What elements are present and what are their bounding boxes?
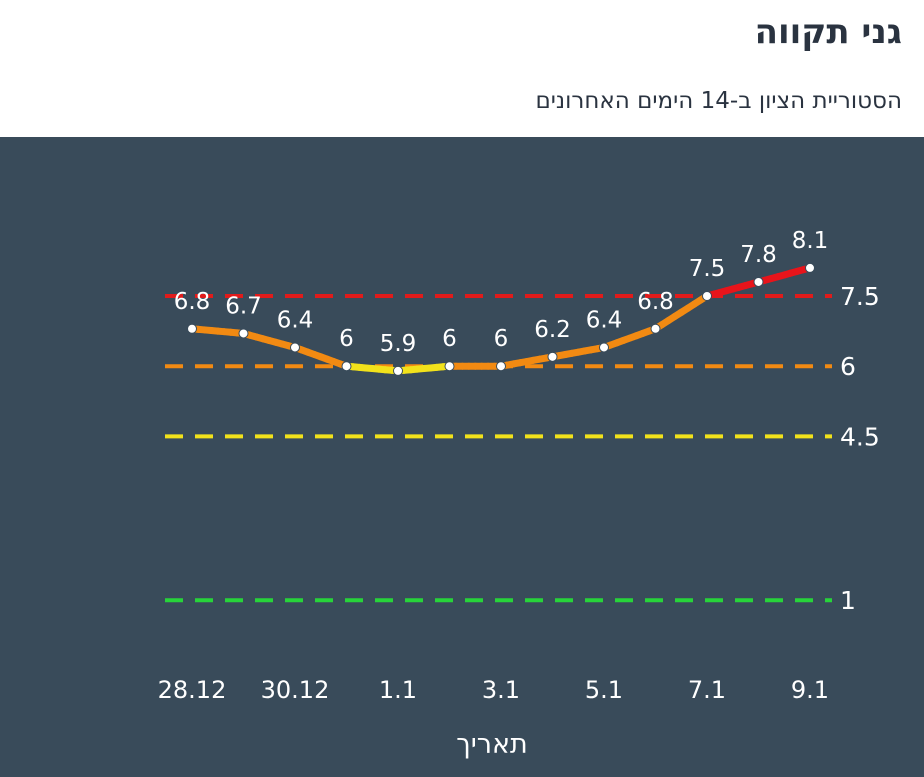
value-label: 6.4 [277,307,314,333]
value-label: 6.8 [637,289,674,315]
value-label: 6.8 [174,289,211,315]
value-labels: 6.8 6.7 6.4 6 5.9 6 6 6.2 6.4 6.8 7.5 7.8 8.1 [174,228,829,357]
data-point [702,291,712,301]
page-title: גני תקווה [754,12,902,52]
data-points [187,262,815,376]
data-point [290,342,300,353]
value-label: 7.5 [689,256,726,282]
value-label: 6.7 [225,293,262,319]
x-tick-label: 7.1 [688,676,726,704]
chart-subtitle: הסטוריית הציון ב-14 הימים האחרונים [535,88,903,114]
data-point [547,351,558,362]
data-point [238,328,249,339]
threshold-label-1: 1 [840,586,856,615]
x-axis-label: תאריך [456,729,528,760]
x-axis-ticks: 28.12 30.12 1.1 3.1 5.1 7.1 9.1 [158,676,829,704]
value-label: 5.9 [380,331,417,357]
value-label: 6.2 [534,317,571,343]
value-label: 8.1 [792,228,829,254]
threshold-label-6: 6 [840,352,856,381]
data-point [650,323,661,334]
threshold-lines: 7.5 6 4.5 1 [165,282,880,615]
data-point [393,365,403,376]
value-label: 6 [442,326,457,352]
threshold-label-4.5: 4.5 [840,422,880,451]
data-point [496,361,506,372]
data-point [805,262,815,273]
score-history-chart: 7.5 6 4.5 1 6.8 6.7 6.4 6 5.9 6 6 6.2 6.4 6.8 7.5 7.8 8… [158,228,880,760]
x-tick-label: 5.1 [585,676,623,704]
x-tick-label: 1.1 [379,676,417,704]
data-point [187,323,197,334]
x-tick-label: 3.1 [482,676,520,704]
x-tick-label: 9.1 [791,676,829,704]
data-point [341,361,352,372]
threshold-label-7.5: 7.5 [840,282,880,311]
value-label: 7.8 [740,242,777,268]
data-point [753,276,764,287]
data-point [444,361,455,372]
chart-panel: 7.5 6 4.5 1 6.8 6.7 6.4 6 5.9 6 6 6.2 6.4 6.8 7.5 7.8 8… [0,137,924,777]
data-point [599,342,609,353]
value-label: 6.4 [586,307,623,333]
value-label: 6 [494,326,509,352]
x-tick-label: 30.12 [261,676,330,704]
value-label: 6 [339,326,354,352]
x-tick-label: 28.12 [158,676,227,704]
